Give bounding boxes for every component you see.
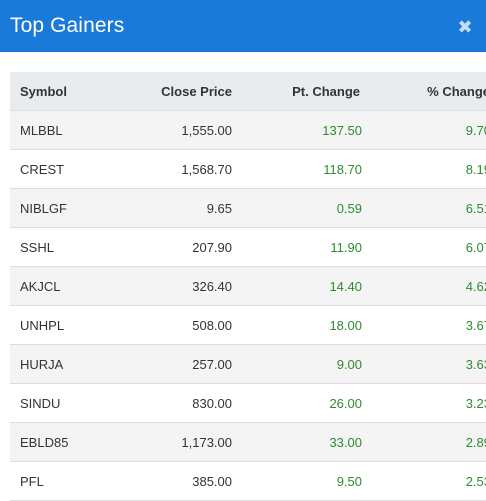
close-price-cell: 257.00 (115, 344, 235, 384)
column-header-symbol[interactable]: Symbol (10, 72, 115, 111)
pct-change-cell: 6.07 (363, 227, 486, 267)
symbol-cell[interactable]: SINDU (10, 383, 115, 423)
pt-change-cell: 9.50 (235, 461, 363, 501)
close-price-cell: 1,568.70 (115, 149, 235, 189)
pct-change-cell: 2.53 (363, 461, 486, 501)
table-row[interactable]: CREST 1,568.70 118.70 8.19 (10, 149, 486, 189)
table-row[interactable]: SSHL 207.90 11.90 6.07 (10, 227, 486, 267)
pct-change-cell: 4.62 (363, 266, 486, 306)
pct-change-cell: 2.89 (363, 422, 486, 462)
table-row[interactable]: UNHPL 508.00 18.00 3.67 (10, 305, 486, 345)
close-icon[interactable]: ✖ (457, 16, 473, 37)
table-row[interactable]: HURJA 257.00 9.00 3.63 (10, 344, 486, 384)
close-price-cell: 9.65 (115, 188, 235, 228)
symbol-cell[interactable]: AKJCL (10, 266, 115, 306)
modal-header: Top Gainers ✖ (0, 0, 486, 52)
table-row[interactable]: PFL 385.00 9.50 2.53 (10, 461, 486, 501)
pt-change-cell: 11.90 (235, 227, 363, 267)
close-price-cell: 830.00 (115, 383, 235, 423)
close-price-cell: 1,555.00 (115, 110, 235, 150)
pct-change-cell: 3.23 (363, 383, 486, 423)
close-price-cell: 207.90 (115, 227, 235, 267)
close-price-cell: 385.00 (115, 461, 235, 501)
table-row[interactable]: NIBLGF 9.65 0.59 6.51 (10, 188, 486, 228)
close-price-cell: 1,173.00 (115, 422, 235, 462)
table-row[interactable]: EBLD85 1,173.00 33.00 2.89 (10, 422, 486, 462)
pt-change-cell: 26.00 (235, 383, 363, 423)
close-price-cell: 326.40 (115, 266, 235, 306)
table-header-row: Symbol Close Price Pt. Change % Change (10, 72, 486, 111)
gainers-table-container: Symbol Close Price Pt. Change % Change M… (10, 72, 486, 501)
pt-change-cell: 14.40 (235, 266, 363, 306)
symbol-cell[interactable]: MLBBL (10, 110, 115, 150)
pct-change-cell: 3.67 (363, 305, 486, 345)
pt-change-cell: 0.59 (235, 188, 363, 228)
close-price-cell: 508.00 (115, 305, 235, 345)
table-row[interactable]: SINDU 830.00 26.00 3.23 (10, 383, 486, 423)
column-header-pt-change[interactable]: Pt. Change (235, 72, 363, 111)
pct-change-cell: 3.63 (363, 344, 486, 384)
symbol-cell[interactable]: UNHPL (10, 305, 115, 345)
symbol-cell[interactable]: CREST (10, 149, 115, 189)
symbol-cell[interactable]: EBLD85 (10, 422, 115, 462)
column-header-close-price[interactable]: Close Price (115, 72, 235, 111)
table-row[interactable]: MLBBL 1,555.00 137.50 9.70 (10, 110, 486, 150)
pt-change-cell: 18.00 (235, 305, 363, 345)
pct-change-cell: 6.51 (363, 188, 486, 228)
pct-change-cell: 9.70 (363, 110, 486, 150)
pt-change-cell: 9.00 (235, 344, 363, 384)
column-header-pct-change[interactable]: % Change (363, 72, 486, 111)
pt-change-cell: 118.70 (235, 149, 363, 189)
gainers-table: Symbol Close Price Pt. Change % Change M… (10, 72, 486, 501)
symbol-cell[interactable]: SSHL (10, 227, 115, 267)
pt-change-cell: 137.50 (235, 110, 363, 150)
table-row[interactable]: AKJCL 326.40 14.40 4.62 (10, 266, 486, 306)
symbol-cell[interactable]: NIBLGF (10, 188, 115, 228)
pt-change-cell: 33.00 (235, 422, 363, 462)
table-body: MLBBL 1,555.00 137.50 9.70 CREST 1,568.7… (10, 110, 486, 501)
modal-title: Top Gainers (10, 14, 125, 37)
symbol-cell[interactable]: HURJA (10, 344, 115, 384)
pct-change-cell: 8.19 (363, 149, 486, 189)
symbol-cell[interactable]: PFL (10, 461, 115, 501)
